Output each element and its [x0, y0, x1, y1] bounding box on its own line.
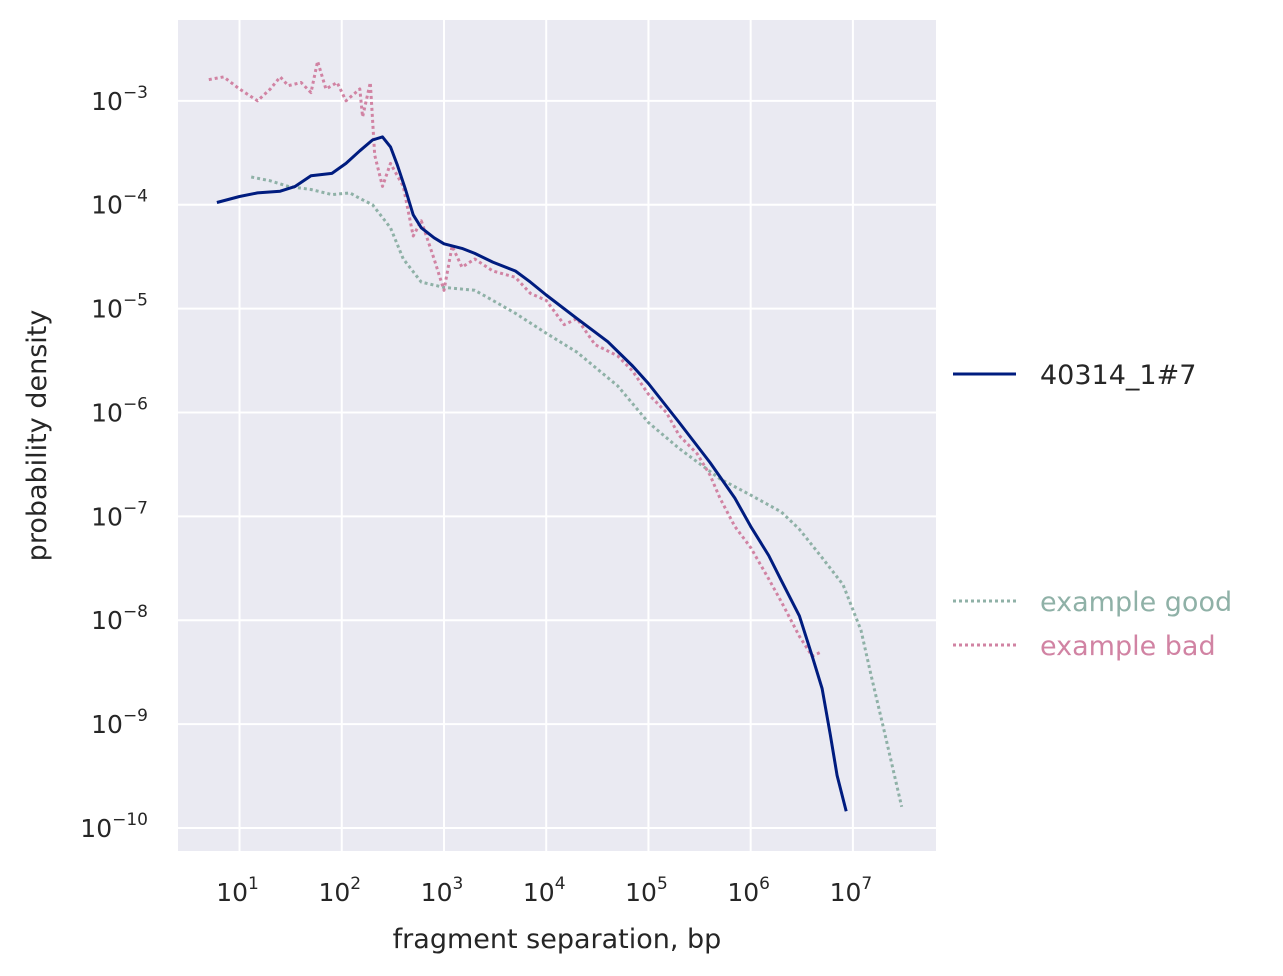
x-tick-labels: 101 102 103 104 105 106 107: [216, 874, 872, 907]
x-tick-label: 103: [421, 874, 464, 907]
series-lines: [208, 59, 904, 812]
x-tick-label: 104: [523, 874, 566, 907]
x-tick-label: 106: [727, 874, 770, 907]
legend-label: example bad: [1040, 631, 1216, 662]
y-axis-label: probability density: [22, 310, 53, 562]
y-tick-label: 10−4: [91, 187, 148, 220]
y-tick-label: 10−6: [91, 394, 148, 427]
x-tick-label: 105: [625, 874, 668, 907]
series-line: [208, 59, 823, 658]
x-tick-label: 107: [830, 874, 873, 907]
x-tick-label: 102: [318, 874, 361, 907]
y-tick-label: 10−9: [91, 706, 148, 739]
y-tick-label: 10−8: [91, 602, 148, 635]
y-tick-labels: 10−3 10−4 10−5 10−6 10−7 10−8 10−9 10−10: [80, 83, 148, 843]
y-tick-label: 10−5: [91, 291, 148, 324]
plot-area: [178, 20, 936, 851]
x-tick-label: 101: [216, 874, 259, 907]
y-tick-label: 10−7: [91, 498, 148, 531]
x-axis-label: fragment separation, bp: [393, 924, 722, 955]
legend-label: example good: [1040, 587, 1232, 618]
legend-label: 40314_1#7: [1040, 360, 1196, 391]
series-line: [250, 175, 904, 808]
gridlines: [178, 20, 936, 851]
y-tick-label: 10−3: [91, 83, 148, 116]
series-line: [216, 135, 848, 812]
y-tick-label: 10−10: [80, 810, 148, 843]
